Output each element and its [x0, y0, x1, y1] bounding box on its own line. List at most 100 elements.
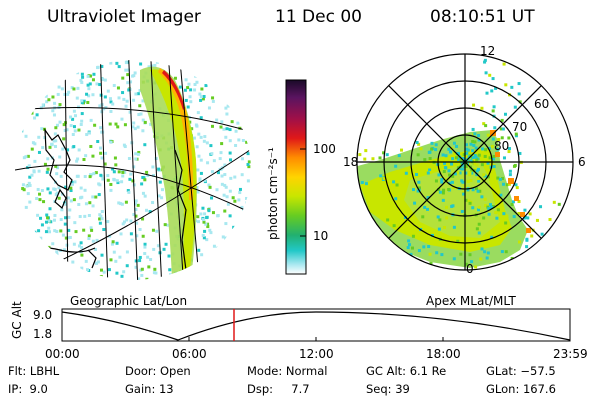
noise-pixel [487, 207, 491, 211]
noise-pixel [466, 179, 470, 183]
noise-pixel [224, 95, 228, 99]
noise-pixel [206, 222, 210, 226]
noise-pixel [80, 266, 84, 270]
noise-pixel [56, 166, 60, 170]
noise-pixel [468, 173, 472, 177]
noise-pixel [77, 244, 81, 248]
noise-pixel [143, 242, 147, 246]
noise-pixel [23, 236, 27, 240]
noise-pixel [150, 64, 154, 68]
noise-pixel [496, 147, 500, 151]
noise-pixel [500, 136, 504, 140]
noise-pixel [505, 217, 509, 221]
noise-pixel [224, 135, 228, 139]
noise-pixel [138, 227, 142, 231]
noise-pixel [207, 106, 211, 110]
noise-pixel [44, 87, 48, 91]
noise-pixel [109, 258, 113, 262]
noise-pixel [461, 167, 465, 171]
x-tick-0000: 00:00 [45, 347, 80, 361]
polar-noise-pixels [358, 58, 563, 269]
info-gain: Gain: 13 [125, 382, 174, 396]
noise-pixel [160, 196, 164, 200]
noise-pixel [72, 125, 76, 129]
noise-pixel [205, 79, 209, 83]
noise-pixel [27, 93, 31, 97]
noise-pixel [484, 71, 488, 75]
noise-pixel [243, 222, 247, 226]
noise-pixel [39, 236, 43, 240]
noise-pixel [141, 118, 145, 122]
noise-pixel [508, 169, 512, 173]
noise-pixel [124, 61, 128, 65]
noise-pixel [203, 261, 207, 265]
noise-pixel [240, 246, 244, 250]
noise-pixel [211, 99, 215, 103]
noise-pixel [200, 87, 204, 91]
noise-pixel [486, 161, 490, 165]
noise-pixel [231, 96, 235, 100]
noise-pixel [246, 179, 250, 183]
noise-pixel [540, 232, 544, 236]
noise-pixel [62, 123, 66, 127]
noise-pixel [88, 175, 92, 179]
noise-pixel [166, 223, 170, 227]
noise-pixel [94, 195, 98, 199]
noise-pixel [437, 227, 441, 231]
noise-pixel [111, 240, 115, 244]
noise-pixel [26, 106, 30, 110]
noise-pixel [35, 75, 39, 79]
noise-pixel [39, 216, 43, 220]
noise-pixel [67, 90, 71, 94]
noise-pixel [85, 133, 89, 137]
noise-pixel [53, 260, 57, 264]
noise-pixel [233, 71, 237, 75]
noise-pixel [206, 73, 210, 77]
noise-pixel [53, 213, 57, 217]
noise-pixel [437, 187, 441, 191]
noise-pixel [140, 182, 144, 186]
noise-pixel [117, 201, 121, 205]
noise-pixel [522, 216, 526, 220]
noise-pixel [26, 61, 30, 65]
noise-pixel [473, 140, 477, 144]
noise-pixel [220, 174, 224, 178]
noise-pixel [52, 187, 56, 191]
noise-pixel [193, 88, 197, 92]
noise-pixel [442, 188, 446, 192]
noise-pixel [129, 172, 133, 176]
noise-pixel [371, 157, 375, 161]
noise-pixel [188, 95, 192, 99]
lat-label-80: 80 [494, 139, 510, 153]
noise-pixel [69, 189, 73, 193]
noise-pixel [23, 232, 27, 236]
noise-pixel [46, 157, 50, 161]
noise-pixel [239, 253, 243, 257]
noise-pixel [37, 250, 41, 254]
noise-pixel [98, 213, 102, 217]
noise-pixel [127, 156, 131, 160]
noise-pixel [145, 170, 149, 174]
noise-pixel [94, 247, 98, 251]
noise-pixel [234, 67, 238, 71]
noise-pixel [434, 179, 438, 183]
noise-pixel [57, 186, 61, 190]
noise-pixel [228, 214, 232, 218]
noise-pixel [199, 158, 203, 162]
noise-pixel [445, 205, 449, 209]
noise-pixel [225, 112, 229, 116]
noise-pixel [216, 171, 220, 175]
noise-pixel [52, 139, 56, 143]
noise-pixel [45, 170, 49, 174]
noise-pixel [57, 85, 61, 89]
noise-pixel [210, 196, 214, 200]
noise-pixel [199, 135, 203, 139]
noise-pixel [469, 159, 473, 163]
noise-pixel [430, 233, 434, 237]
noise-pixel [417, 142, 421, 146]
x-tick-1200: 12:00 [299, 347, 334, 361]
noise-pixel [485, 150, 489, 154]
noise-pixel [478, 189, 482, 193]
noise-pixel [43, 162, 47, 166]
noise-pixel [453, 172, 457, 176]
